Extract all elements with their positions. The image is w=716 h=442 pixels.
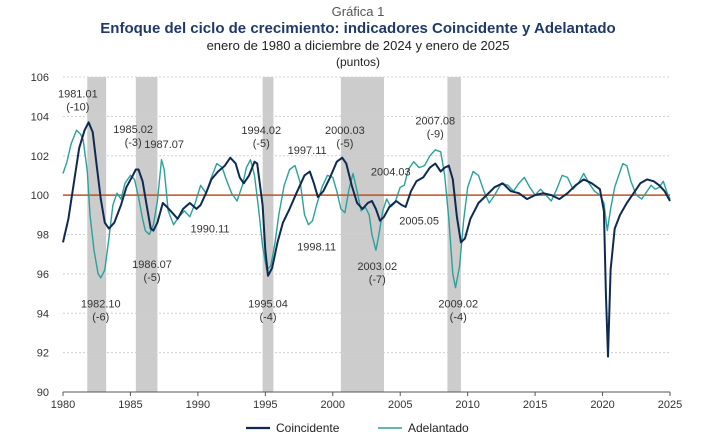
x-tick-label: 1985: [118, 399, 142, 411]
annotation-label: 2000.03: [325, 125, 365, 137]
annotation-lag: (-5): [143, 272, 160, 284]
series-line-coincidente: [62, 121, 671, 358]
annotation-label: 1985.02: [113, 124, 153, 136]
annotation-label: 1998.11: [297, 241, 336, 253]
x-tick-label: 1995: [253, 399, 277, 411]
x-tick-label: 2005: [388, 399, 412, 411]
legend: Coincidente Adelantado: [246, 421, 469, 435]
axes: 90 92 94 96 98 100 102 104 106 1980 1985 1990 1995 20…: [31, 72, 683, 411]
y-tick-label: 94: [37, 308, 49, 320]
recession-band: [447, 77, 461, 392]
annotation-label: 2005.05: [399, 216, 439, 228]
annotation-label: 2009.02: [438, 298, 478, 310]
x-tick-label: 2020: [590, 399, 614, 411]
annotation-label: 1997.11: [288, 145, 327, 157]
annotation-label: 1986.07: [132, 259, 172, 271]
y-tick-label: 92: [37, 348, 49, 360]
annotation-lag: (-6): [92, 311, 109, 323]
y-tick-label: 90: [37, 387, 49, 399]
y-tick-label: 100: [31, 190, 49, 202]
y-tick-label: 106: [31, 72, 49, 84]
annotation-lag: (-7): [369, 274, 386, 286]
x-tick-label: 2000: [321, 399, 345, 411]
annotation-label: 1994.02: [241, 125, 281, 137]
chart-title: Enfoque del ciclo de crecimiento: indica…: [100, 20, 616, 37]
annotation-label: 1995.04: [248, 298, 288, 310]
annotation-lag: (-5): [336, 138, 353, 150]
annotation-label: 1987.07: [144, 139, 184, 151]
x-tick-label: 1990: [186, 399, 210, 411]
annotation-lag: (-3): [125, 137, 142, 149]
annotation-lag: (-10): [66, 102, 89, 114]
x-tick-label: 1980: [51, 399, 75, 411]
annotation-label: 2007.08: [415, 115, 455, 127]
series-line-adelantado: [62, 129, 671, 289]
chart-unit: (puntos): [335, 55, 381, 69]
annotation-lag: (-5): [253, 138, 270, 150]
y-tick-label: 102: [31, 151, 49, 163]
chart-subtitle: enero de 1980 a diciembre de 2024 y ener…: [206, 38, 510, 53]
legend-label-adelantado: Adelantado: [408, 421, 469, 435]
y-tick-label: 96: [37, 269, 49, 281]
annotation-lag: (-4): [259, 311, 276, 323]
x-tick-label: 2015: [523, 399, 547, 411]
y-tick-label: 104: [31, 111, 49, 123]
annotations: 1981.01(-10)1985.02(-3) 1987.071986.07(-5…: [58, 89, 478, 324]
annotation-label: 1990.11: [191, 224, 230, 236]
x-tick-label: 2010: [455, 399, 479, 411]
annotation-label: 2004.03: [371, 166, 411, 178]
x-tick-label: 2025: [658, 399, 682, 411]
legend-label-coincidente: Coincidente: [276, 421, 340, 435]
series-lines: [62, 121, 671, 358]
annotation-label: 2003.02: [357, 261, 397, 273]
figure-label: Gráfica 1: [331, 4, 385, 19]
y-tick-label: 98: [37, 230, 49, 242]
annotation-label: 1982.10: [81, 298, 121, 310]
annotation-lag: (-9): [427, 128, 444, 140]
annotation-lag: (-4): [450, 311, 467, 323]
annotation-label: 1981.01: [58, 89, 98, 101]
